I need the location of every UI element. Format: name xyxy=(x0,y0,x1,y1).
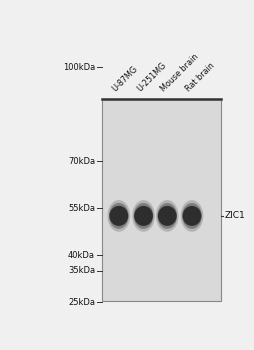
Ellipse shape xyxy=(108,203,128,229)
Ellipse shape xyxy=(181,203,201,229)
Text: 100kDa: 100kDa xyxy=(63,63,95,71)
Ellipse shape xyxy=(132,200,154,232)
Ellipse shape xyxy=(133,203,153,229)
Text: 35kDa: 35kDa xyxy=(68,266,95,275)
Bar xyxy=(102,99,220,301)
Text: 25kDa: 25kDa xyxy=(68,298,95,307)
Ellipse shape xyxy=(157,203,177,229)
Ellipse shape xyxy=(180,200,202,232)
Text: Mouse brain: Mouse brain xyxy=(158,53,199,94)
Text: 70kDa: 70kDa xyxy=(68,156,95,166)
Text: ZIC1: ZIC1 xyxy=(224,211,244,220)
Text: U-251MG: U-251MG xyxy=(135,61,167,94)
Ellipse shape xyxy=(109,206,128,226)
Ellipse shape xyxy=(157,206,176,226)
Text: 40kDa: 40kDa xyxy=(68,251,95,260)
Ellipse shape xyxy=(107,200,130,232)
Ellipse shape xyxy=(182,206,201,226)
Ellipse shape xyxy=(134,206,152,226)
Text: U-87MG: U-87MG xyxy=(110,65,139,94)
Text: 55kDa: 55kDa xyxy=(68,204,95,212)
Text: Rat brain: Rat brain xyxy=(183,62,215,94)
Ellipse shape xyxy=(155,200,178,232)
